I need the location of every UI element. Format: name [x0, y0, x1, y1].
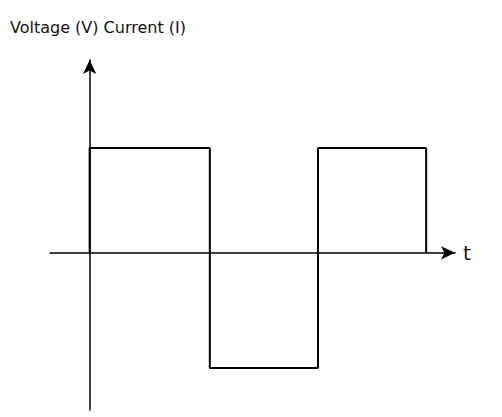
svg-text:t: t: [463, 241, 471, 265]
svg-text:Voltage (V) Current (I): Voltage (V) Current (I): [10, 18, 186, 37]
